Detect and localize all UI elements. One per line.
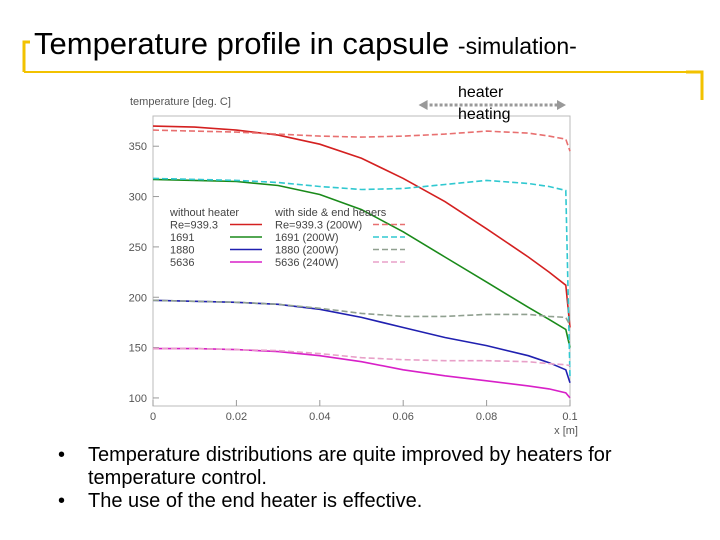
legend-label-left: 1691	[170, 232, 194, 244]
series-line	[152, 125, 571, 328]
x-tick-label: 0.08	[476, 411, 497, 423]
series-line	[152, 178, 571, 348]
title-bracket-right-line	[686, 70, 704, 100]
y-tick-label: 100	[129, 393, 147, 405]
page-title-main: Temperature profile in capsule	[34, 26, 450, 61]
x-tick-label: 0.06	[392, 411, 413, 423]
bullet-marker: •	[58, 490, 66, 512]
legend-label-right: 5636 (240W)	[275, 257, 339, 269]
heater-annotation: heater heating	[418, 86, 566, 123]
x-tick-label: 0.1	[562, 411, 577, 423]
legend-label-left: Re=939.3	[170, 220, 218, 232]
y-tick-label: 250	[129, 242, 147, 254]
arrow-left-icon	[418, 100, 428, 110]
y-tick-label: 300	[129, 192, 147, 204]
x-tick-label: 0.04	[309, 411, 330, 423]
page-title: Temperature profile in capsule -simulati…	[34, 26, 577, 62]
bullet-text-1: Temperature distributions are quite impr…	[88, 444, 612, 489]
legend-label-left: 1880	[170, 245, 194, 257]
series-line	[153, 347, 571, 367]
annotation-line1: heater	[458, 86, 504, 101]
y-tick-label: 150	[129, 343, 147, 355]
x-axis-label: x [m]	[554, 425, 578, 437]
legend-header-without: without heater	[169, 207, 239, 219]
bullet-list: • Temperature distributions are quite im…	[58, 444, 708, 513]
legend-label-right: 1880 (200W)	[275, 245, 339, 257]
y-tick-label: 350	[129, 141, 147, 153]
chart-series-group	[152, 125, 571, 399]
bullet-item-2: • The use of the end heater is effective…	[58, 490, 708, 513]
title-bracket-left-line	[22, 40, 30, 72]
bullet-item-1: • Temperature distributions are quite im…	[58, 444, 708, 490]
series-line	[152, 177, 571, 378]
legend-header-with: with side & end heaers	[274, 207, 387, 219]
arrow-right-icon	[557, 100, 566, 110]
x-tick-label: 0	[150, 411, 156, 423]
series-line	[152, 129, 571, 152]
legend-label-left: 5636	[170, 257, 194, 269]
chart-legend: without heater with side & end heaersRe=9…	[169, 207, 405, 269]
series-line	[152, 299, 571, 326]
y-axis-label: temperature [deg. C]	[130, 96, 231, 108]
legend-label-right: 1691 (200W)	[275, 232, 339, 244]
x-tick-label: 0.02	[226, 411, 247, 423]
bullet-text-2: The use of the end heater is effective.	[88, 490, 423, 512]
legend-label-right: Re=939.3 (200W)	[275, 220, 362, 232]
bullet-marker: •	[58, 444, 66, 466]
page-title-suffix: -simulation-	[457, 33, 577, 59]
annotation-line2: heating	[458, 106, 511, 123]
y-tick-label: 200	[129, 292, 147, 304]
